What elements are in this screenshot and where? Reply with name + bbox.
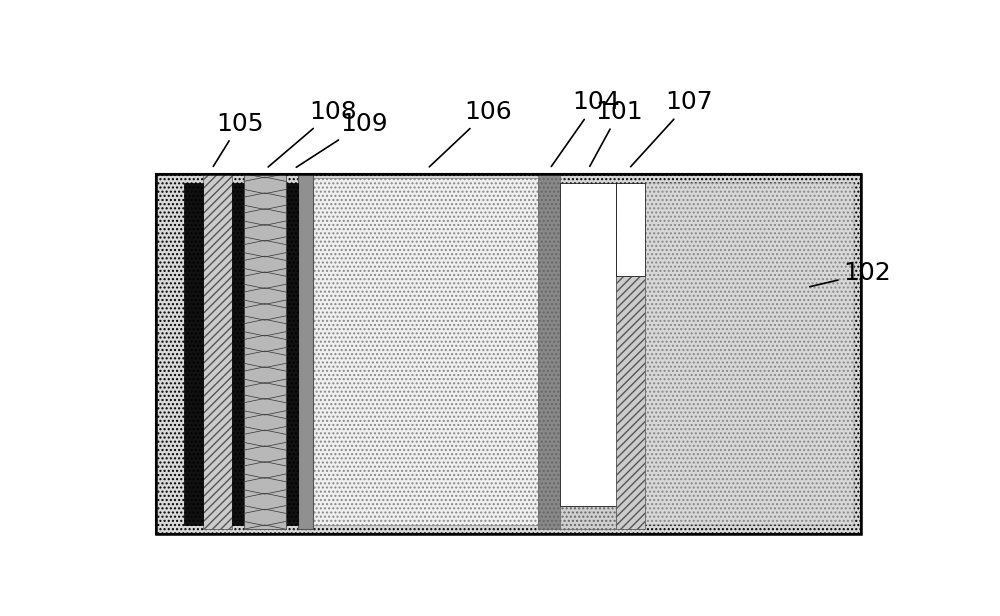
- Bar: [313, 178, 538, 524]
- Text: 106: 106: [429, 100, 512, 167]
- Bar: [244, 174, 286, 529]
- Text: 109: 109: [296, 111, 388, 168]
- Bar: [645, 183, 854, 524]
- Bar: [202, 174, 232, 529]
- Text: 108: 108: [268, 100, 357, 167]
- Bar: [616, 275, 645, 529]
- Bar: [184, 183, 202, 524]
- Bar: [156, 174, 861, 534]
- Bar: [616, 183, 645, 275]
- Bar: [538, 174, 560, 529]
- Bar: [298, 174, 313, 529]
- Bar: [560, 183, 616, 506]
- Bar: [286, 183, 298, 524]
- Text: 107: 107: [631, 91, 713, 167]
- Text: 105: 105: [213, 111, 263, 166]
- Bar: [232, 183, 244, 524]
- Text: 104: 104: [551, 91, 620, 166]
- Bar: [156, 174, 861, 534]
- Text: 102: 102: [810, 261, 891, 286]
- Bar: [244, 174, 286, 529]
- Text: 101: 101: [590, 100, 643, 166]
- Bar: [560, 506, 616, 529]
